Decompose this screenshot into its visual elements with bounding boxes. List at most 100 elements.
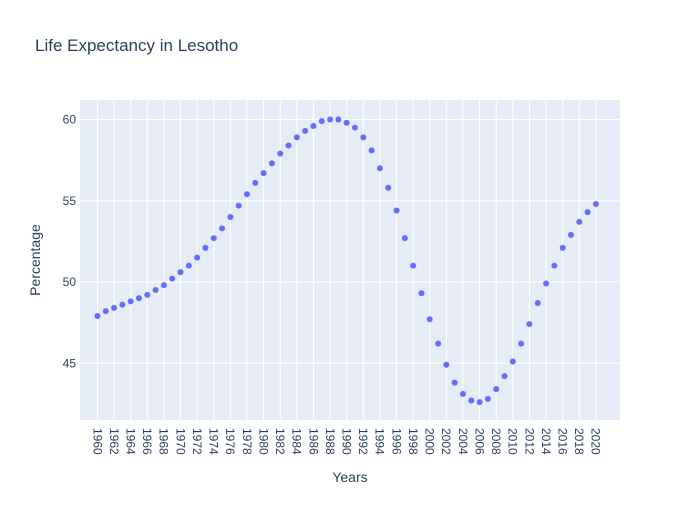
x-tick-label: 1984 (290, 428, 304, 455)
y-tick-label: 60 (63, 113, 77, 127)
x-tick-label: 2010 (506, 428, 520, 455)
data-point (534, 300, 541, 307)
data-point (592, 200, 599, 207)
data-point (302, 127, 309, 134)
data-point (543, 280, 550, 287)
x-tick-label: 2004 (456, 428, 470, 455)
x-tick-label: 1960 (90, 428, 104, 455)
y-tick-labels: 45 50 55 60 (63, 113, 77, 371)
x-tick-label: 1994 (373, 428, 387, 455)
x-tick-label: 1976 (223, 428, 237, 455)
data-point (451, 379, 458, 386)
x-tick-label: 2020 (589, 428, 603, 455)
x-tick-label: 1972 (190, 428, 204, 455)
data-point (410, 262, 417, 269)
data-point (426, 316, 433, 323)
x-tick-label: 2000 (423, 428, 437, 455)
data-point (518, 340, 525, 347)
chart-title: Life Expectancy in Lesotho (35, 36, 238, 55)
data-point (559, 244, 566, 251)
data-point (202, 244, 209, 251)
x-tick-label: 1970 (173, 428, 187, 455)
plot-background (80, 100, 620, 420)
data-point (160, 282, 167, 289)
data-point (376, 165, 383, 172)
data-point (584, 209, 591, 216)
data-point (177, 269, 184, 276)
data-point (227, 213, 234, 220)
data-point (94, 313, 101, 320)
data-point (493, 386, 500, 393)
data-point (501, 373, 508, 380)
points-layer (94, 116, 599, 406)
data-point (135, 295, 142, 302)
data-point (393, 207, 400, 214)
data-point (260, 170, 267, 177)
data-point (335, 116, 342, 123)
x-tick-label: 2008 (489, 428, 503, 455)
x-tick-label: 1966 (140, 428, 154, 455)
x-tick-label: 2012 (522, 428, 536, 455)
x-tick-label: 1992 (356, 428, 370, 455)
x-tick-label: 2006 (472, 428, 486, 455)
data-point (152, 287, 159, 294)
data-point (343, 119, 350, 126)
data-point (418, 290, 425, 297)
data-point (102, 308, 109, 315)
data-point (219, 225, 226, 232)
data-point (285, 142, 292, 149)
data-point (476, 399, 483, 406)
y-tick-label: 55 (63, 194, 77, 208)
data-point (385, 184, 392, 191)
data-point (185, 262, 192, 269)
data-point (235, 202, 242, 209)
data-point (293, 134, 300, 141)
x-tick-label: 2018 (572, 428, 586, 455)
x-tick-label: 1988 (323, 428, 337, 455)
data-point (268, 160, 275, 167)
data-point (509, 358, 516, 365)
data-point (252, 179, 259, 186)
data-point (210, 235, 217, 242)
x-tick-label: 1962 (107, 428, 121, 455)
data-point (368, 147, 375, 154)
x-tick-label: 1968 (157, 428, 171, 455)
x-axis-title: Years (332, 469, 367, 485)
x-tick-labels: 1960 1962 1964 1966 1968 1970 1972 1974 1976 1978… (90, 428, 602, 455)
x-tick-label: 1998 (406, 428, 420, 455)
x-tick-label: 1982 (273, 428, 287, 455)
data-point (576, 218, 583, 225)
x-tick-label: 1974 (207, 428, 221, 455)
data-point (484, 395, 491, 402)
data-point (526, 321, 533, 328)
data-point (310, 122, 317, 129)
y-axis-title: Percentage (27, 224, 43, 296)
data-point (277, 150, 284, 157)
data-point (243, 191, 250, 198)
data-point (551, 262, 558, 269)
data-point (459, 391, 466, 398)
data-point (144, 291, 151, 298)
x-tick-label: 1964 (123, 428, 137, 455)
data-point (119, 301, 126, 308)
x-tick-label: 1990 (339, 428, 353, 455)
x-tick-label: 1978 (240, 428, 254, 455)
data-point (567, 231, 574, 238)
data-point (194, 254, 201, 261)
data-point (360, 134, 367, 141)
data-point (111, 304, 118, 311)
data-point (435, 340, 442, 347)
data-point (443, 361, 450, 368)
x-tick-label: 1986 (306, 428, 320, 455)
data-point (401, 235, 408, 242)
y-tick-label: 50 (63, 275, 77, 289)
x-tick-label: 1996 (389, 428, 403, 455)
data-point (318, 118, 325, 125)
data-point (351, 124, 358, 131)
data-point (127, 298, 134, 305)
y-tick-label: 45 (63, 356, 77, 370)
data-point (169, 275, 176, 282)
data-point (468, 397, 475, 404)
